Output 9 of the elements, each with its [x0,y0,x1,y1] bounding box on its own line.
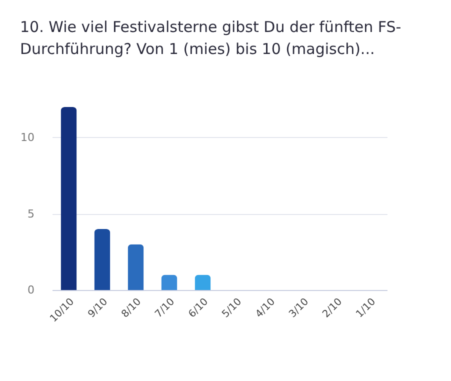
bar [194,274,211,290]
bar [94,229,110,290]
y-tick-label: 0 [28,284,34,296]
bar [161,274,178,290]
y-tick-label: 10 [20,131,34,144]
y-tick-label: 5 [28,207,34,220]
bar [128,244,144,290]
chart-title: 10. Wie viel Festivalsterne gibst Du der fünften FS-Durchführung? Von 1 (mies) bis 10 (magisch)... [20,18,402,58]
bar [60,107,77,290]
